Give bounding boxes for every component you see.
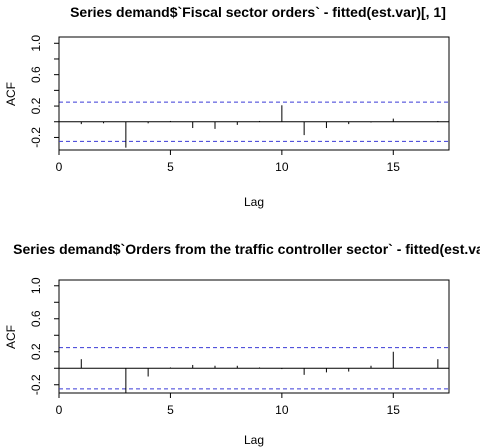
- x-tick-label: 10: [275, 160, 289, 174]
- x-tick-label: 10: [275, 403, 289, 417]
- chart-title: Series demand$`Orders from the traffic c…: [13, 241, 480, 257]
- y-tick-label: 1.0: [29, 277, 43, 294]
- y-tick-label: 0.6: [29, 310, 43, 327]
- plot-frame: [58, 279, 450, 394]
- x-tick-label: 0: [56, 403, 63, 417]
- y-tick-label: 0.2: [29, 97, 43, 114]
- x-axis-label: Lag: [244, 195, 264, 209]
- x-axis-label: Lag: [244, 433, 264, 447]
- chart-title: Series demand$`Fiscal sector orders` - f…: [70, 4, 446, 20]
- y-tick-label: -0.2: [29, 374, 43, 395]
- x-tick-label: 0: [56, 160, 63, 174]
- x-tick-label: 15: [387, 403, 401, 417]
- x-tick-label: 5: [167, 160, 174, 174]
- x-tick-label: 5: [167, 403, 174, 417]
- acf-panel-traffic-controller-sector: Series demand$`Orders from the traffic c…: [4, 241, 480, 447]
- y-tick-label: 1.0: [29, 35, 43, 52]
- acf-panel-fiscal-sector: Series demand$`Fiscal sector orders` - f…: [4, 4, 450, 209]
- y-axis-label: ACF: [4, 82, 18, 106]
- y-tick-label: -0.2: [29, 127, 43, 148]
- x-tick-label: 15: [387, 160, 401, 174]
- y-axis-label: ACF: [4, 325, 18, 349]
- y-tick-label: 0.2: [29, 343, 43, 360]
- plot-frame: [58, 36, 450, 151]
- y-tick-label: 0.6: [29, 66, 43, 83]
